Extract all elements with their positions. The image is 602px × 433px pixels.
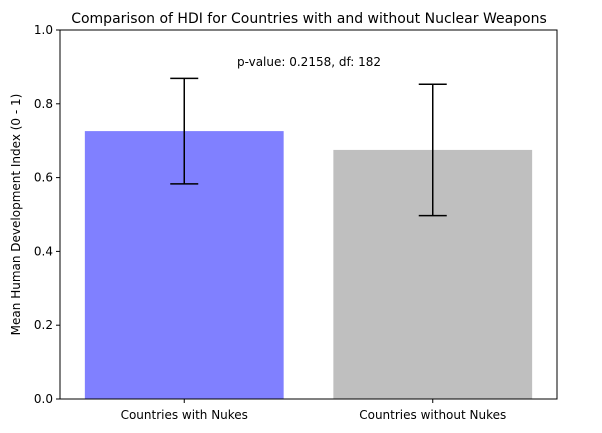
chart-title: Comparison of HDI for Countries with and…: [71, 11, 547, 27]
p-value-annotation: p-value: 0.2158, df: 182: [237, 55, 381, 69]
y-tick-label-0: 0.0: [34, 392, 53, 406]
y-tick-label-4: 0.8: [34, 97, 53, 111]
plot-frame: [59, 29, 558, 400]
y-tick-label-2: 0.4: [34, 244, 53, 258]
error-bars-group: [170, 77, 447, 217]
x-tick-label-0: Countries with Nukes: [121, 408, 248, 422]
y-tick-label-3: 0.6: [34, 171, 53, 185]
y-tick-label-1: 0.2: [34, 318, 53, 332]
y-axis-label: Mean Human Development Index (0 - 1): [9, 94, 23, 336]
bars-group: [84, 131, 533, 399]
x-axis-ticks: Countries with Nukes Countries without Nu…: [121, 399, 506, 422]
y-tick-label-5: 1.0: [34, 23, 53, 37]
y-axis-ticks: 0.0 0.2 0.4 0.6 0.8 1.0: [34, 23, 60, 406]
x-tick-label-1: Countries without Nukes: [359, 408, 506, 422]
